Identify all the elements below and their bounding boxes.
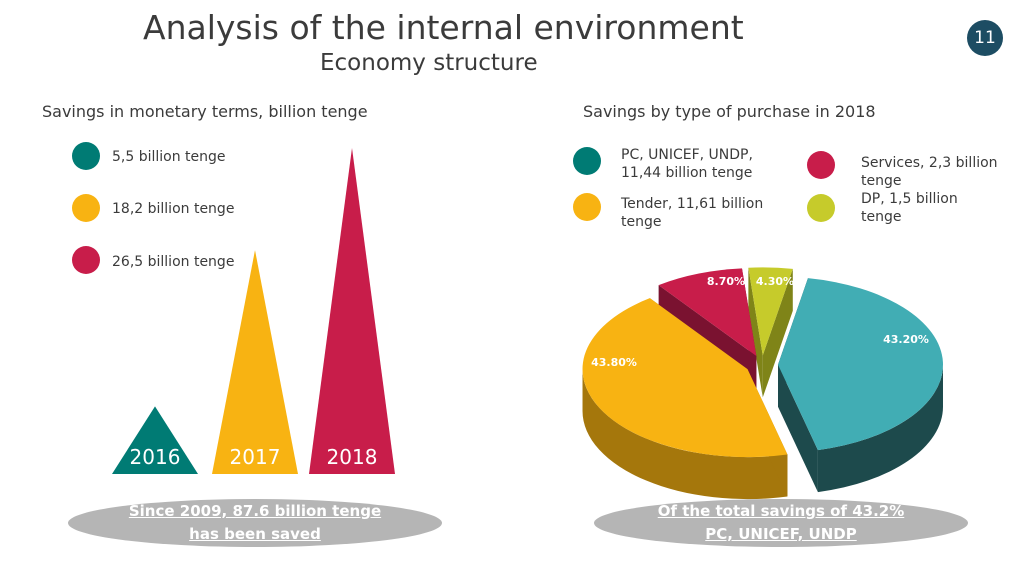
note-line: has been saved	[189, 525, 321, 543]
bar-label-2016: 2016	[130, 445, 181, 469]
bar-2017	[212, 250, 298, 474]
legend-label-pc-unicef-undp: PC, UNICEF, UNDP, 11,44 billion tenge	[621, 146, 753, 182]
pie-chart-3d: 4.30% 43.20% 43.80% 8.70%	[582, 267, 943, 500]
bar-label-2017: 2017	[230, 445, 281, 469]
legend-label-line: DP, 1,5 billion	[861, 191, 958, 207]
left-note-text: Since 2009, 87.6 billion tenge has been …	[70, 500, 440, 546]
right-chart-title: Savings by type of purchase in 2018	[583, 102, 876, 121]
legend-label-line: Services, 2,3 billion	[861, 155, 998, 171]
legend-label-services: Services, 2,3 billion tenge	[861, 154, 998, 190]
page-title: Analysis of the internal environment	[143, 8, 744, 47]
pie-slice-tender	[582, 298, 788, 458]
page-subtitle: Economy structure	[320, 50, 538, 76]
pie-value-label: 43.20%	[883, 333, 929, 346]
left-chart-title: Savings in monetary terms, billion tenge	[42, 102, 368, 121]
legend-dot-tender	[573, 193, 601, 221]
legend-label-line: PC, UNICEF, UNDP,	[621, 147, 753, 163]
bar-2016	[112, 406, 198, 474]
legend-label-line: tenge	[861, 209, 902, 225]
triangle-bar-chart: 2016 2017 2018	[112, 148, 395, 474]
pie-value-label: 43.80%	[591, 356, 637, 369]
legend-dot-pc-unicef-undp	[573, 147, 601, 175]
note-line: PC, UNICEF, UNDP	[705, 525, 857, 543]
pie-cut-3-0	[748, 267, 763, 398]
legend-label-2016: 5,5 billion tenge	[112, 149, 226, 165]
pie-value-label: 8.70%	[707, 275, 745, 288]
legend-dot-2018	[72, 246, 100, 274]
pie-side-1	[582, 369, 788, 500]
left-note-ellipse	[68, 499, 442, 547]
right-note-ellipse	[594, 499, 968, 547]
legend-label-2017: 18,2 billion tenge	[112, 201, 235, 217]
legend-dot-2016	[72, 142, 100, 170]
page-number-badge: 11	[967, 20, 1003, 56]
pie-slice-services	[658, 268, 757, 357]
right-note-text: Of the total savings of 43.2% PC, UNICEF…	[596, 500, 966, 546]
pie-slice-dp	[748, 267, 793, 356]
legend-dot-dp	[807, 194, 835, 222]
note-line: Of the total savings of 43.2%	[657, 502, 905, 520]
legend-dot-services	[807, 151, 835, 179]
legend-label-line: tenge	[861, 173, 902, 189]
legend-label-dp: DP, 1,5 billion tenge	[861, 190, 958, 226]
legend-label-line: Tender, 11,61 billion	[621, 196, 764, 212]
legend-label-2018: 26,5 billion tenge	[112, 254, 235, 270]
pie-cut-0-1	[777, 364, 818, 493]
legend-label-tender: Tender, 11,61 billion tenge	[621, 195, 763, 231]
note-line: Since 2009, 87.6 billion tenge	[128, 502, 382, 520]
pie-side-0	[817, 364, 943, 493]
bar-label-2018: 2018	[327, 445, 378, 469]
bar-2018	[309, 148, 395, 474]
pie-value-label: 4.30%	[756, 275, 794, 288]
pie-cut-3-1	[762, 268, 793, 398]
pie-slice-pc-unicef-undp	[777, 278, 943, 451]
legend-label-line: 11,44 billion tenge	[621, 165, 753, 181]
legend-dot-2017	[72, 194, 100, 222]
legend-label-line: tenge	[621, 214, 662, 230]
